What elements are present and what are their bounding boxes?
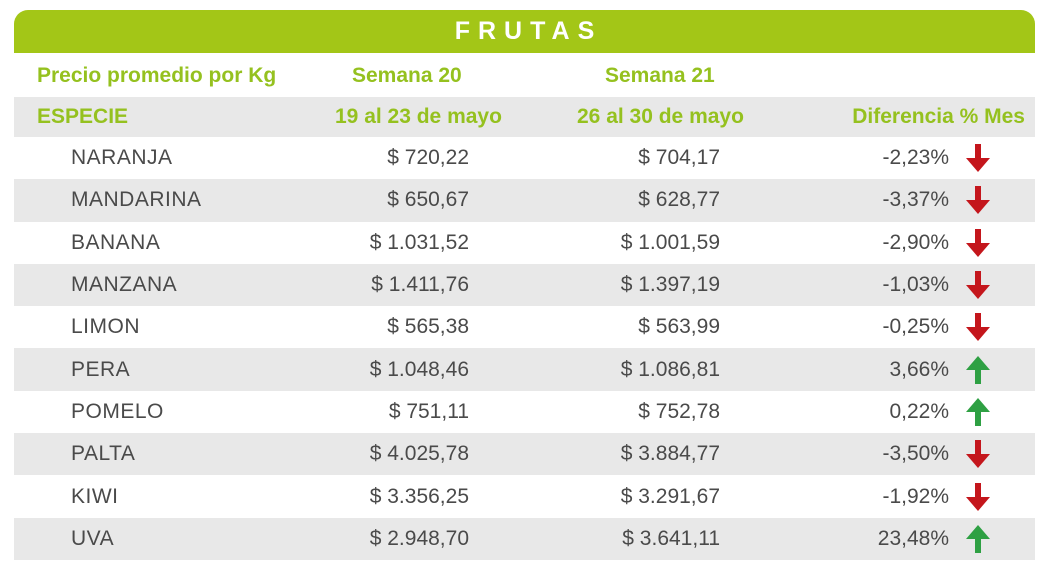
percent-difference: 23,48% <box>877 526 949 550</box>
week-21-range-header: 26 al 30 de mayo <box>577 105 744 128</box>
price-per-kg-label: Precio promedio por Kg <box>37 64 277 87</box>
percent-difference: -1,03% <box>882 273 949 297</box>
arrow-down-icon <box>965 482 991 512</box>
table-body: NARANJA $ 720,22 $ 704,17 -2,23% MANDARINA $ … <box>14 137 1035 560</box>
table-row: NARANJA $ 720,22 $ 704,17 -2,23% <box>14 137 1035 179</box>
week-20-price: $ 2.948,70 <box>369 526 469 550</box>
table-row: BANANA $ 1.031,52 $ 1.001,59 -2,90% <box>14 222 1035 264</box>
percent-difference: -3,50% <box>882 442 949 466</box>
species-name: BANANA <box>71 230 161 254</box>
percent-difference: 0,22% <box>889 399 949 423</box>
species-name: MANZANA <box>71 273 178 297</box>
week-20-label: Semana 20 <box>352 64 462 87</box>
species-name: KIWI <box>71 484 119 508</box>
percent-difference: 3,66% <box>889 357 949 381</box>
species-name: PALTA <box>71 442 136 466</box>
week-20-price: $ 1.031,52 <box>369 230 469 254</box>
species-name: NARANJA <box>71 146 173 170</box>
week-20-price: $ 1.411,76 <box>371 273 469 297</box>
week-20-price: $ 565,38 <box>387 315 469 339</box>
arrow-up-icon <box>965 397 991 427</box>
arrow-up-icon <box>965 524 991 554</box>
species-name: MANDARINA <box>71 188 202 212</box>
week-21-price: $ 752,78 <box>638 399 720 423</box>
week-20-price: $ 720,22 <box>387 146 469 170</box>
table-row: PALTA $ 4.025,78 $ 3.884,77 -3,50% <box>14 433 1035 476</box>
species-header: ESPECIE <box>37 105 129 128</box>
week-21-price: $ 3.641,11 <box>622 526 720 550</box>
week-20-price: $ 650,67 <box>387 188 469 212</box>
table-row: KIWI $ 3.356,25 $ 3.291,67 -1,92% <box>14 475 1035 517</box>
diff-header: Diferencia % Mes <box>852 105 1025 128</box>
table-title-bar: FRUTAS <box>14 10 1035 53</box>
week-21-price: $ 563,99 <box>638 315 720 339</box>
percent-difference: -0,25% <box>882 315 949 339</box>
table-row: UVA $ 2.948,70 $ 3.641,11 23,48% <box>14 517 1035 560</box>
arrow-down-icon <box>965 228 991 258</box>
species-name: UVA <box>71 526 115 550</box>
species-name: POMELO <box>71 399 164 423</box>
week-20-price: $ 3.356,25 <box>369 484 469 508</box>
subheader-row: Precio promedio por Kg Semana 20 Semana … <box>14 55 1035 97</box>
week-21-label: Semana 21 <box>605 64 715 87</box>
table-row: POMELO $ 751,11 $ 752,78 0,22% <box>14 391 1035 433</box>
table-row: LIMON $ 565,38 $ 563,99 -0,25% <box>14 306 1035 348</box>
week-20-price: $ 751,11 <box>388 399 469 423</box>
week-20-price: $ 1.048,46 <box>369 357 469 381</box>
column-header-row: ESPECIE 19 al 23 de mayo 26 al 30 de may… <box>14 97 1035 137</box>
table-row: PERA $ 1.048,46 $ 1.086,81 3,66% <box>14 348 1035 391</box>
week-21-price: $ 3.291,67 <box>620 484 720 508</box>
week-20-price: $ 4.025,78 <box>369 442 469 466</box>
table-title: FRUTAS <box>454 17 603 45</box>
week-21-price: $ 3.884,77 <box>620 442 720 466</box>
week-20-range-header: 19 al 23 de mayo <box>335 105 502 128</box>
percent-difference: -1,92% <box>882 484 949 508</box>
week-21-price: $ 704,17 <box>638 146 720 170</box>
week-21-price: $ 1.397,19 <box>620 273 720 297</box>
arrow-down-icon <box>965 270 991 300</box>
week-21-price: $ 1.001,59 <box>620 230 720 254</box>
table-row: MANZANA $ 1.411,76 $ 1.397,19 -1,03% <box>14 263 1035 307</box>
arrow-down-icon <box>965 143 991 173</box>
arrow-up-icon <box>965 355 991 385</box>
week-21-price: $ 1.086,81 <box>620 357 720 381</box>
arrow-down-icon <box>965 439 991 469</box>
week-21-price: $ 628,77 <box>638 188 720 212</box>
percent-difference: -3,37% <box>882 188 949 212</box>
arrow-down-icon <box>965 312 991 342</box>
species-name: LIMON <box>71 315 141 339</box>
arrow-down-icon <box>965 185 991 215</box>
percent-difference: -2,23% <box>882 146 949 170</box>
species-name: PERA <box>71 357 131 381</box>
table-row: MANDARINA $ 650,67 $ 628,77 -3,37% <box>14 179 1035 222</box>
percent-difference: -2,90% <box>882 230 949 254</box>
